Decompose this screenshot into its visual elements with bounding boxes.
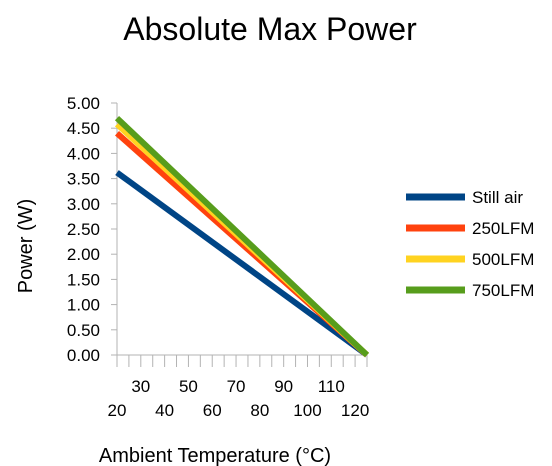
y-tick-label: 5.00 xyxy=(67,94,100,113)
x-tick-label: 70 xyxy=(227,377,246,396)
y-tick-label: 3.00 xyxy=(67,195,100,214)
x-axis-title: Ambient Temperature (°C) xyxy=(99,445,331,466)
legend-label: Still air xyxy=(472,188,523,207)
legend: Still air 250LFM 500LFM 750LFM xyxy=(406,188,534,300)
x-tick-label: 60 xyxy=(203,401,222,420)
axes: 0.00 0.50 1.00 1.50 2.00 2.50 3.00 3.50 4.00 4.50… xyxy=(67,94,369,420)
y-tick-label: 2.50 xyxy=(67,220,100,239)
legend-label: 250LFM xyxy=(472,219,534,238)
x-tick-label: 50 xyxy=(179,377,198,396)
y-tick-label: 0.00 xyxy=(67,346,100,365)
x-tick-label: 110 xyxy=(318,377,345,396)
x-tick-label: 120 xyxy=(341,401,369,420)
x-tick-label: 20 xyxy=(108,401,127,420)
series-line-0 xyxy=(115,170,369,358)
series-line-3 xyxy=(114,115,370,358)
y-tick-label: 0.50 xyxy=(67,321,100,340)
y-tick-label: 4.50 xyxy=(67,119,100,138)
y-tick-label: 1.00 xyxy=(67,296,100,315)
y-tick-label: 3.50 xyxy=(67,170,100,189)
chart-title: Absolute Max Power xyxy=(123,11,417,47)
legend-label: 500LFM xyxy=(472,250,534,269)
y-tick-label: 2.00 xyxy=(67,245,100,264)
y-tick-label: 1.50 xyxy=(67,270,100,289)
x-tick-label: 40 xyxy=(155,401,174,420)
x-tick-label: 80 xyxy=(250,401,269,420)
y-axis-title: Power (W) xyxy=(15,199,37,293)
y-tick-label: 4.00 xyxy=(67,144,100,163)
x-tick-label: 100 xyxy=(293,401,321,420)
legend-label: 750LFM xyxy=(472,281,534,300)
x-tick-label: 90 xyxy=(274,377,293,396)
x-tick-label: 30 xyxy=(131,377,150,396)
series-lines xyxy=(114,115,370,358)
